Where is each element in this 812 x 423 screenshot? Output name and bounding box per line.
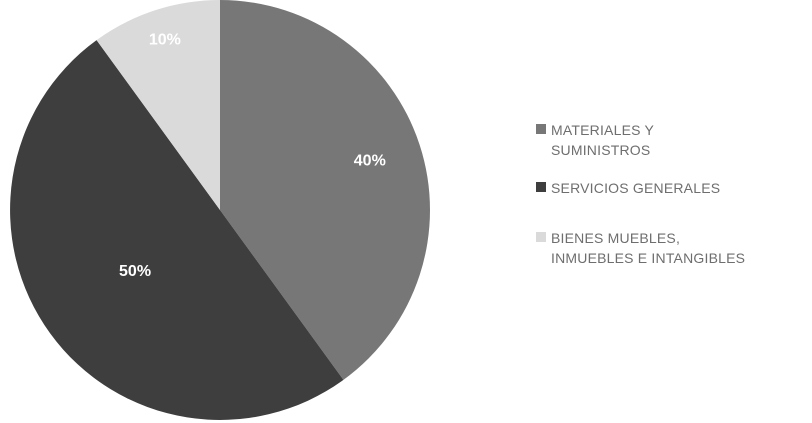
pie-slices	[10, 0, 430, 420]
data-label-servicios: 50%	[119, 263, 151, 280]
pie-slice-materiales	[220, 0, 430, 380]
legend-label-bienes: BIENES MUEBLES, INMUEBLES E INTANGIBLES	[551, 230, 746, 266]
pie-slice-bienes	[96, 0, 220, 210]
data-label-materiales: 40%	[354, 153, 386, 170]
data-label-bienes: 10%	[149, 31, 181, 48]
legend-item-bienes: BIENES MUEBLES, INMUEBLES E INTANGIBLES	[536, 228, 808, 268]
legend-item-materiales: MATERIALES Y SUMINISTROS	[536, 120, 808, 160]
legend: MATERIALES Y SUMINISTROS SERVICIOS GENER…	[536, 120, 808, 286]
legend-item-servicios: SERVICIOS GENERALES	[536, 178, 808, 198]
legend-label-materiales: MATERIALES Y SUMINISTROS	[551, 122, 655, 158]
pie-slice-servicios	[10, 40, 344, 420]
pie-data-labels: 40% 50% 10%	[119, 31, 386, 279]
legend-swatch-servicios	[536, 182, 546, 192]
legend-label-servicios: SERVICIOS GENERALES	[551, 180, 721, 196]
legend-swatch-bienes	[536, 232, 546, 242]
legend-swatch-materiales	[536, 124, 546, 134]
